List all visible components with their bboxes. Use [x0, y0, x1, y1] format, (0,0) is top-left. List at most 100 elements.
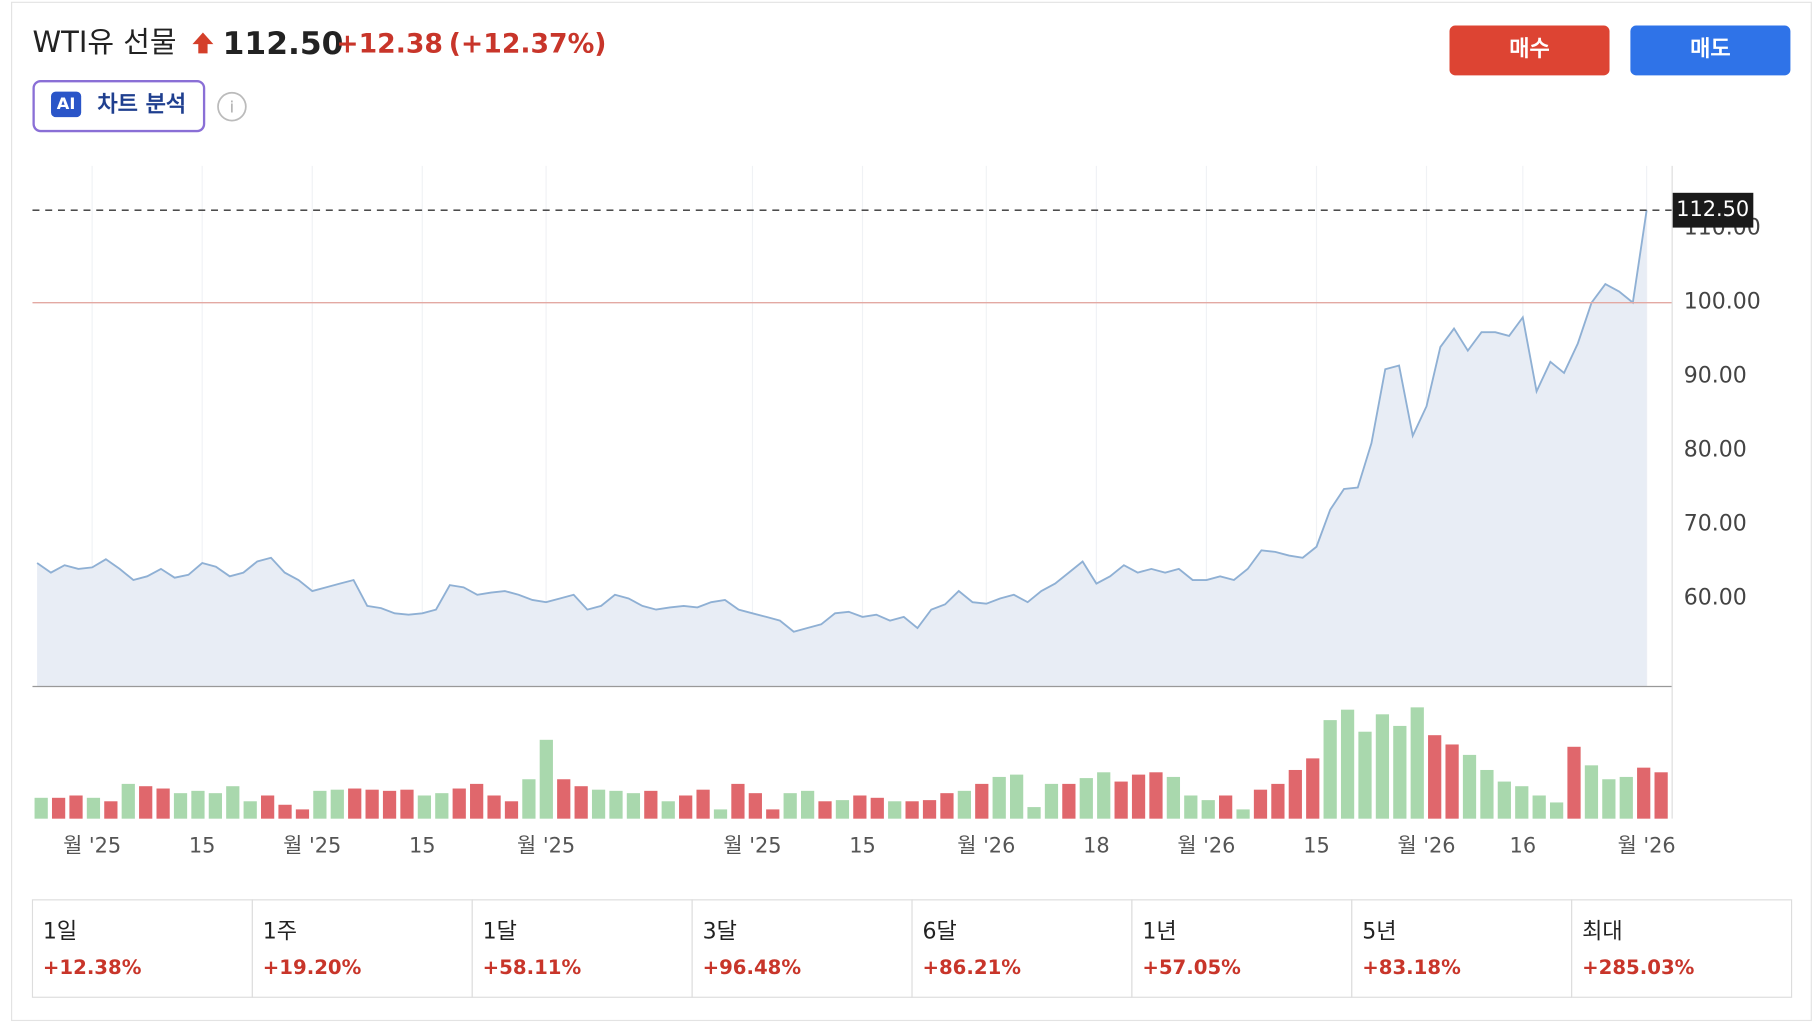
volume-bar	[1323, 720, 1337, 819]
volume-bar	[1271, 783, 1285, 819]
volume-bar	[1166, 776, 1181, 819]
area	[37, 210, 1647, 687]
volume-bar	[905, 801, 919, 819]
volume-bar	[1619, 776, 1633, 819]
volume-bar	[1549, 802, 1564, 819]
volume-bar	[86, 797, 101, 819]
volume-bar	[1358, 731, 1372, 819]
volume-bar	[1236, 809, 1250, 819]
volume-bar	[104, 801, 118, 819]
volume-bar	[1445, 744, 1459, 819]
volume-bar	[417, 795, 432, 819]
volume-bar	[1149, 772, 1163, 819]
volume-bar	[34, 797, 48, 819]
x-tick-label: 15	[1303, 834, 1330, 858]
volume-bar	[156, 788, 170, 819]
volume-bar	[818, 801, 832, 819]
info-glyph: i	[230, 97, 235, 116]
volume-bar	[957, 790, 971, 819]
period-label: 5년	[1362, 919, 1396, 944]
volume-bar	[243, 801, 257, 819]
period-cell	[1571, 899, 1793, 998]
volume-bar	[1428, 735, 1442, 819]
volume-bar	[748, 793, 762, 819]
period-change: +12.38%	[43, 956, 142, 979]
volume-bar	[452, 788, 466, 819]
volume-bar	[731, 783, 745, 819]
volume-bar	[1079, 778, 1093, 819]
volume-bar	[1532, 795, 1546, 819]
volume-bar	[1114, 781, 1128, 819]
period-label: 1년	[1142, 919, 1176, 944]
volume-bar	[975, 783, 989, 819]
volume-bar	[661, 801, 675, 819]
volume-bar	[783, 793, 797, 819]
volume-bar	[1410, 707, 1424, 819]
x-tick-label: 월 '25	[723, 834, 781, 858]
volume-bar	[1375, 714, 1390, 819]
volume-bar	[1567, 746, 1581, 819]
volume-bar	[574, 786, 588, 819]
buy-button[interactable]	[1449, 25, 1610, 76]
period-label: 1일	[43, 919, 77, 944]
volume-bar	[1253, 789, 1268, 819]
x-tick-label: 월 '26	[1397, 834, 1455, 858]
period-cell	[911, 899, 1133, 998]
y-tick-label: 100.00	[1684, 290, 1761, 315]
volume-bar	[835, 800, 850, 819]
info-icon[interactable]	[217, 91, 247, 122]
volume-bar	[487, 795, 501, 819]
period-label: 3달	[703, 919, 737, 944]
x-tick-label: 월 '26	[1177, 834, 1235, 858]
sell-button[interactable]	[1630, 25, 1791, 76]
volume-bar	[696, 789, 710, 819]
x-tick-label: 15	[409, 834, 436, 858]
volume-bar	[1480, 769, 1494, 819]
volume-bar	[853, 795, 867, 819]
volume-bar	[1201, 800, 1215, 819]
volume-bar	[1044, 783, 1059, 819]
volume-bar	[382, 790, 397, 819]
y-tick-label: 60.00	[1684, 585, 1747, 610]
volume-bar	[278, 804, 292, 819]
period-change: +96.48%	[703, 956, 802, 979]
volume-bar	[69, 795, 83, 819]
volume-bar	[992, 776, 1006, 819]
price-tag	[1672, 192, 1754, 228]
y-tick-label: 80.00	[1684, 438, 1747, 463]
volume-bar	[1515, 786, 1529, 819]
volume-bar	[539, 739, 553, 819]
volume-bar	[922, 800, 937, 819]
x-tick-label: 15	[849, 834, 876, 858]
volume-bar	[766, 809, 780, 819]
volume-bar	[261, 795, 275, 819]
volume-bar	[348, 788, 362, 819]
period-change: +57.05%	[1142, 956, 1241, 979]
price-line	[36, 210, 1648, 633]
volume-bar	[313, 790, 327, 819]
buy-label: 매수	[1509, 37, 1550, 62]
volume-bar	[191, 790, 205, 819]
x-tick-label: 월 '25	[517, 834, 575, 858]
period-label: 1달	[483, 919, 517, 944]
volume-bar	[400, 789, 414, 819]
x-tick-label: 월 '26	[1618, 834, 1676, 858]
volume-bar	[1637, 767, 1651, 819]
volume-bar	[940, 793, 954, 819]
ai-icon	[51, 91, 82, 118]
volume-bar	[888, 801, 902, 819]
change-pct: (+12.37%)	[449, 29, 607, 60]
x-tick-label: 월 '25	[63, 834, 121, 858]
volume-bar	[1340, 709, 1355, 819]
y-tick-label: 70.00	[1684, 512, 1747, 537]
volume-bar	[1584, 765, 1599, 819]
volume-bar	[1654, 772, 1668, 819]
volume-bar	[713, 809, 728, 819]
volume-bar	[591, 789, 606, 819]
volume-bar	[1393, 725, 1407, 819]
volume-bar	[1062, 783, 1076, 819]
volume-bar	[330, 789, 344, 819]
period-cell	[251, 899, 473, 998]
volume-bar	[1462, 754, 1477, 819]
